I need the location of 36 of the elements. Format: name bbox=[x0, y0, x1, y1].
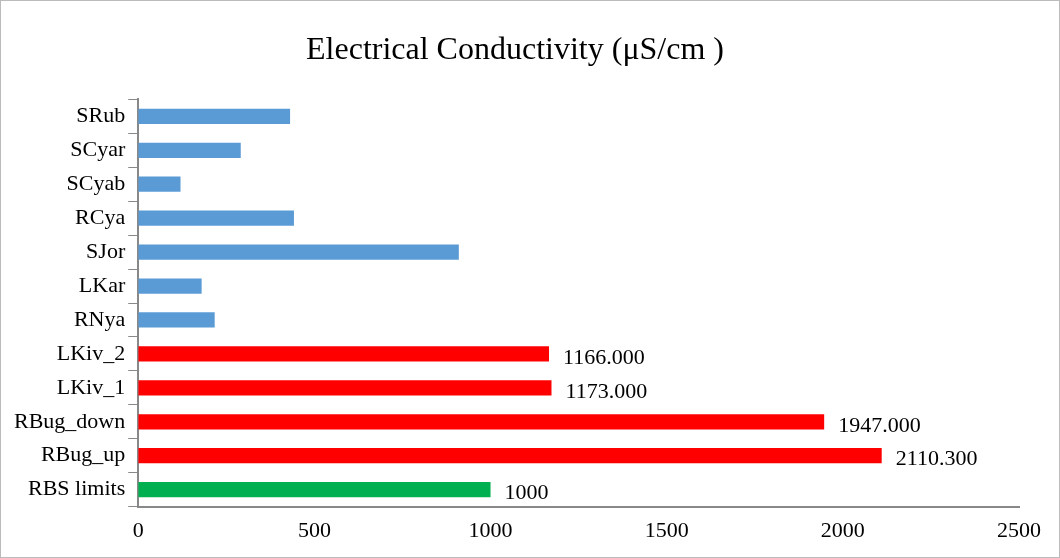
data-label: 2110.300 bbox=[895, 445, 978, 471]
bar bbox=[138, 210, 294, 226]
y-tick-label: RCya bbox=[75, 203, 126, 229]
bar bbox=[138, 312, 215, 328]
y-tick-label: SJor bbox=[86, 237, 126, 263]
bar bbox=[138, 346, 550, 362]
data-label: 1947.000 bbox=[838, 411, 921, 437]
y-tick-label: SRub bbox=[76, 102, 126, 128]
y-tick-label: LKiv_1 bbox=[56, 373, 126, 399]
bar bbox=[138, 142, 241, 158]
bar bbox=[138, 176, 181, 192]
y-tick-label: LKar bbox=[78, 271, 126, 297]
y-tick-label: LKiv_2 bbox=[56, 339, 126, 365]
bar bbox=[138, 482, 491, 498]
y-tick-label: RNya bbox=[73, 305, 126, 331]
chart-title: Electrical Conductivity (μS/cm ) bbox=[306, 29, 724, 66]
x-tick-label: 2000 bbox=[820, 516, 865, 542]
bar bbox=[138, 108, 291, 124]
bar bbox=[138, 244, 459, 260]
data-label: 1166.000 bbox=[563, 343, 645, 369]
x-tick-label: 1000 bbox=[468, 516, 513, 542]
y-tick-label: SCyab bbox=[66, 170, 126, 196]
x-tick-label: 2500 bbox=[997, 516, 1041, 542]
data-label: 1173.000 bbox=[565, 377, 648, 403]
y-tick-label: RBS limits bbox=[28, 475, 126, 501]
y-tick-label: RBug_down bbox=[13, 407, 126, 433]
data-label: 1000 bbox=[504, 479, 549, 505]
x-tick-label: 1500 bbox=[644, 516, 689, 542]
bar bbox=[138, 414, 825, 430]
y-tick-label: SCyar bbox=[70, 136, 126, 162]
bar bbox=[138, 448, 882, 464]
x-tick-label: 0 bbox=[132, 516, 144, 542]
y-tick-label: RBug_up bbox=[40, 441, 126, 467]
bar bbox=[138, 380, 552, 396]
x-tick-label: 500 bbox=[297, 516, 331, 542]
bar bbox=[138, 278, 202, 294]
